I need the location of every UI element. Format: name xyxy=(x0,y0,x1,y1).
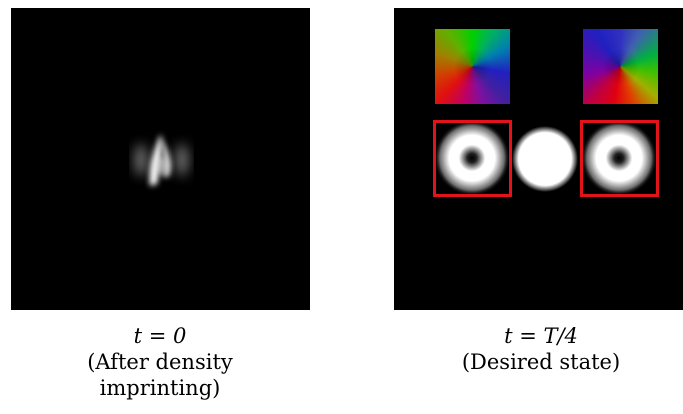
highlight-box-left-vortex xyxy=(433,120,512,197)
central-density-blob xyxy=(512,126,578,192)
desired-density-plot xyxy=(434,120,657,196)
density-panel-desired xyxy=(394,8,683,310)
initial-density-plot xyxy=(135,134,188,186)
caption-desired-time: t = T/4 xyxy=(504,324,578,348)
caption-initial-time: t = 0 xyxy=(133,324,187,348)
caption-desired-line1: (Desired state) xyxy=(461,350,621,374)
vortex-ring-right xyxy=(581,120,657,196)
imprinted-density-blob xyxy=(135,134,188,186)
caption-initial: t = 0 (After density imprinting) xyxy=(60,323,260,401)
density-panel-initial xyxy=(11,8,310,310)
phase-map-right-vortex xyxy=(583,29,658,104)
phase-map-left-vortex xyxy=(435,29,510,104)
highlight-box-right-vortex xyxy=(580,120,659,197)
caption-initial-line2: imprinting) xyxy=(99,376,221,400)
caption-initial-line1: (After density xyxy=(87,350,233,374)
vortex-ring-left xyxy=(434,120,510,196)
caption-desired: t = T/4 (Desired state) xyxy=(441,323,641,375)
